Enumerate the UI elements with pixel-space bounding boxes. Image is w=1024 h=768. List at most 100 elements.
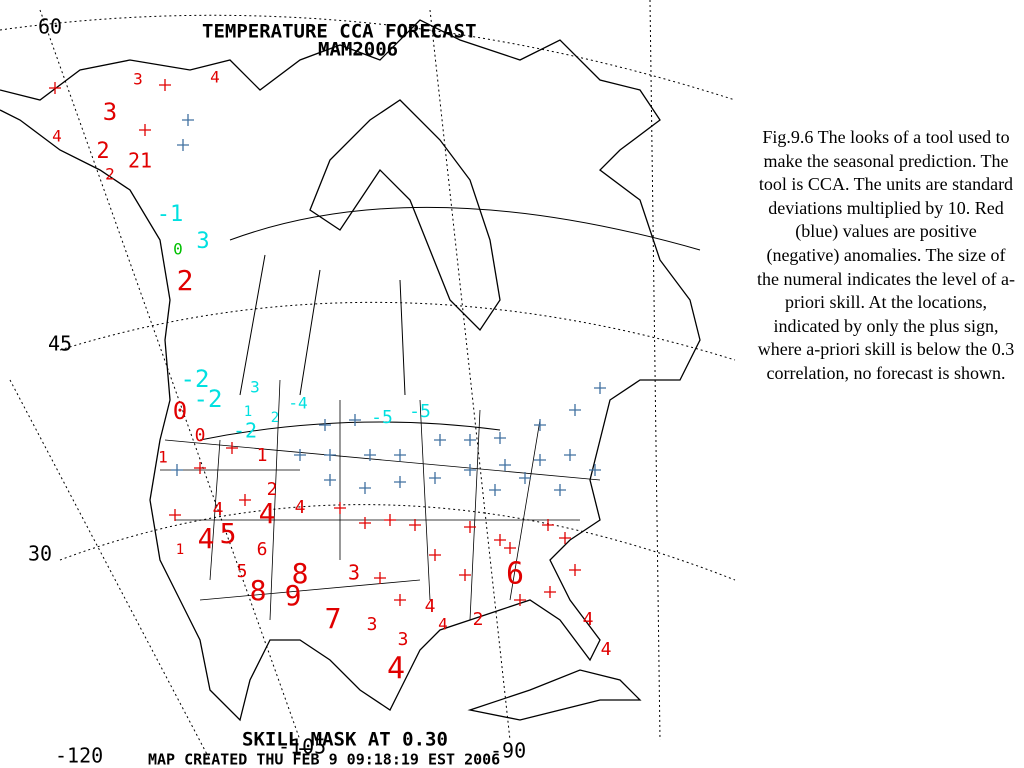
plus-marker: [171, 464, 183, 476]
anomaly-label: 0: [195, 425, 206, 446]
plus-marker: [489, 484, 501, 496]
anomaly-label: 2: [267, 479, 278, 500]
plus-marker: [594, 382, 606, 394]
plus-marker: [464, 464, 476, 476]
anomaly-label: 9: [285, 579, 302, 612]
anomaly-label: 3: [133, 70, 143, 89]
plus-marker: [294, 449, 306, 461]
plus-marker: [239, 494, 251, 506]
plus-marker: [504, 542, 516, 554]
coastlines: [0, 19, 701, 722]
anomaly-label: 4: [52, 127, 62, 146]
plus-marker: [519, 472, 531, 484]
anomaly-label: 3: [250, 378, 260, 397]
plus-marker: [534, 419, 546, 431]
anomaly-label: 3: [367, 614, 378, 635]
anomaly-label: 0: [173, 240, 183, 259]
lon-label: -90: [490, 739, 526, 763]
anomaly-label: 0: [173, 397, 187, 425]
plus-marker: [459, 569, 471, 581]
map-credit: MAP CREATED THU FEB 9 09:18:19 EST 2006: [148, 751, 500, 768]
plus-marker: [464, 434, 476, 446]
plus-marker: [139, 124, 151, 136]
anomaly-label: -4: [288, 394, 307, 413]
anomaly-label: 3: [103, 98, 117, 126]
anomaly-label: 4: [259, 497, 276, 530]
plus-marker: [349, 414, 361, 426]
plus-marker: [159, 79, 171, 91]
plus-marker: [374, 572, 386, 584]
forecast-map: 60 45 30 -120 -105 -90 TEMPERATURE CCA F…: [0, 0, 736, 768]
plus-marker: [494, 432, 506, 444]
lon-label: -105: [278, 735, 326, 759]
anomaly-label: 2: [105, 165, 115, 184]
caption: Fig.9.6 The looks of a tool used to make…: [757, 127, 1015, 383]
anomaly-label: 3: [348, 561, 360, 585]
plus-marker: [384, 514, 396, 526]
plus-marker: [559, 532, 571, 544]
anomaly-label: 4: [601, 639, 612, 660]
anomaly-label: 5: [237, 561, 248, 582]
graticule: [0, 0, 736, 761]
plus-marker: [554, 484, 566, 496]
anomaly-label: 6: [257, 539, 268, 560]
anomaly-label: 1: [176, 542, 184, 558]
plus-marker: [169, 509, 181, 521]
anomaly-label: 3: [196, 229, 209, 254]
plus-marker: [334, 502, 346, 514]
state-borders: [160, 379, 601, 621]
map-footer: SKILL_MASK AT 0.30: [242, 729, 448, 751]
plus-marker: [514, 594, 526, 606]
plus-marker: [359, 517, 371, 529]
anomaly-label: 4: [425, 596, 436, 617]
plus-marker: [589, 464, 601, 476]
anomaly-label: 1: [158, 448, 168, 467]
plus-marker: [464, 521, 476, 533]
plus-marker: [394, 594, 406, 606]
plus-marker: [564, 449, 576, 461]
anomaly-label: 1: [257, 445, 268, 466]
plus-marker: [226, 442, 238, 454]
anomaly-label: 2: [271, 410, 279, 426]
anomaly-label: 2: [96, 139, 109, 164]
anomaly-label: 4: [213, 499, 224, 520]
plus-marker: [569, 564, 581, 576]
anomaly-label: 4: [438, 615, 448, 634]
plus-marker: [359, 482, 371, 494]
anomaly-label: 21: [128, 149, 152, 173]
plus-marker: [542, 519, 554, 531]
anomaly-label: 8: [250, 574, 267, 607]
plus-markers: [49, 79, 606, 606]
anomaly-label: 1: [244, 404, 252, 420]
lat-label: 45: [48, 332, 72, 356]
anomaly-label: -5: [371, 407, 393, 428]
plus-marker: [194, 462, 206, 474]
plus-marker: [429, 472, 441, 484]
anomaly-label: 6: [506, 557, 524, 592]
anomaly-label: 3: [398, 629, 409, 650]
anomaly-label: -1: [157, 202, 184, 227]
plus-marker: [499, 459, 511, 471]
anomaly-label: 4: [583, 609, 594, 630]
anomaly-label: -2: [194, 385, 223, 413]
anomaly-label: -2: [233, 419, 257, 443]
plus-marker: [319, 419, 331, 431]
anomaly-label: 4: [198, 522, 215, 555]
plus-marker: [177, 139, 189, 151]
anomaly-label: 2: [473, 609, 484, 630]
anomaly-label: -2: [181, 365, 210, 393]
anomaly-label: 8: [292, 557, 309, 590]
anomaly-label: -5: [409, 401, 431, 422]
plus-marker: [429, 549, 441, 561]
map-title: TEMPERATURE CCA FORECAST: [202, 21, 477, 43]
anomaly-label: 4: [295, 497, 306, 518]
plus-marker: [569, 404, 581, 416]
plus-marker: [394, 476, 406, 488]
plus-marker: [49, 82, 61, 94]
plus-marker: [434, 434, 446, 446]
anomaly-label: 4: [387, 652, 405, 687]
map-subtitle: MAM2006: [318, 39, 398, 61]
anomaly-label: 7: [325, 602, 342, 635]
